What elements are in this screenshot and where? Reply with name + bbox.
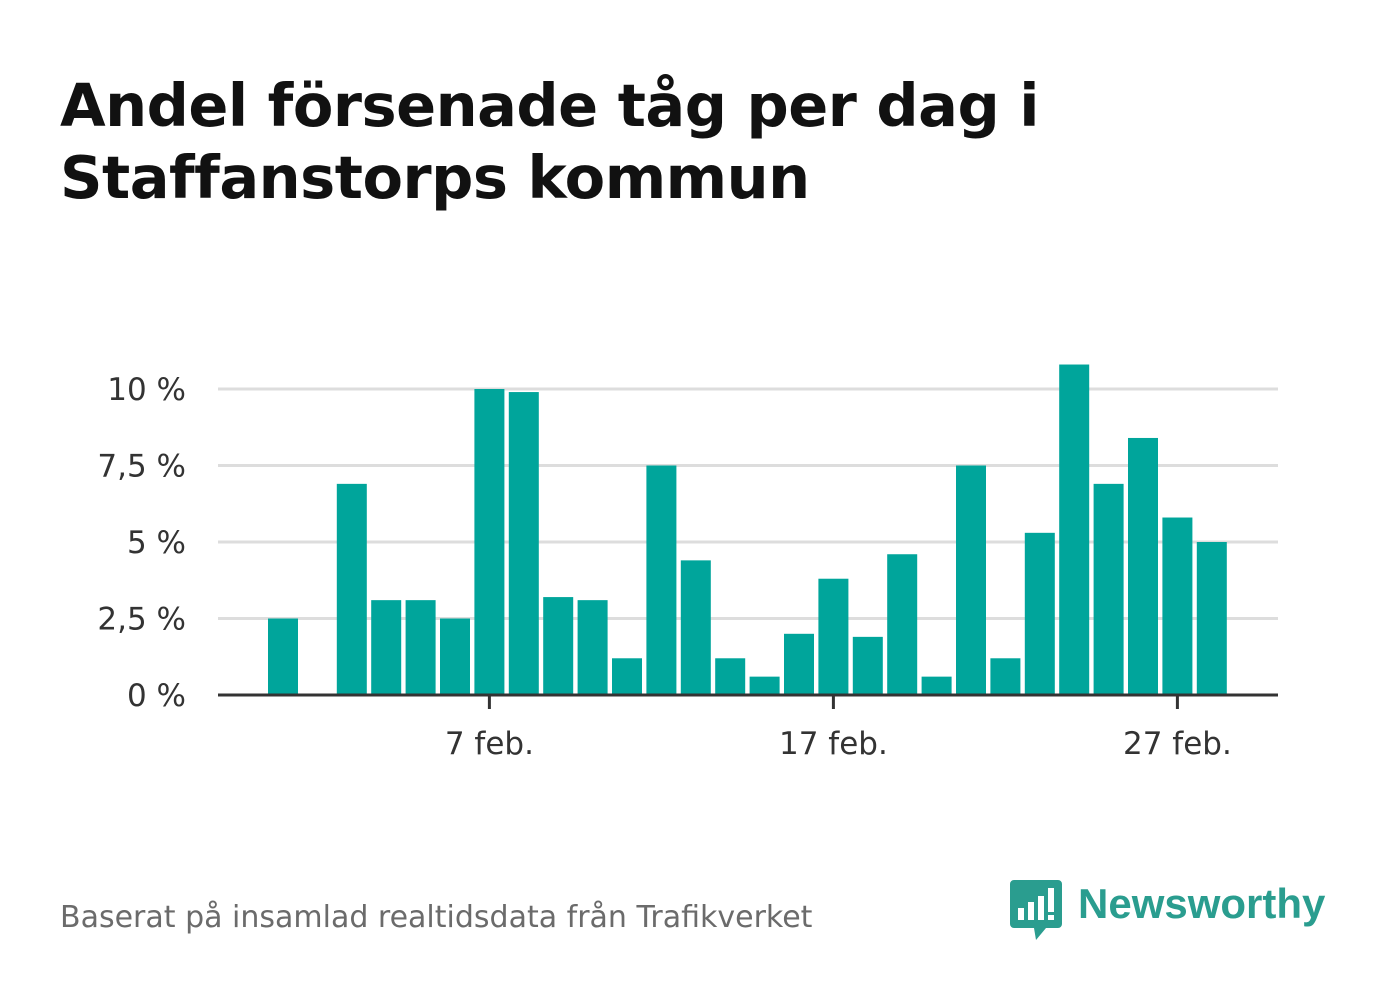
bar xyxy=(474,389,505,695)
bar xyxy=(921,676,952,695)
bar xyxy=(577,600,608,695)
bar xyxy=(612,658,642,695)
y-tick-label: 7,5 % xyxy=(97,449,186,485)
bar xyxy=(749,676,780,695)
bar xyxy=(887,554,918,695)
bar xyxy=(371,600,402,695)
chart-title: Andel försenade tåg per dag i Staffansto… xyxy=(60,70,1300,214)
title-line-1: Andel försenade tåg per dag i xyxy=(60,71,1039,140)
bar xyxy=(1128,437,1158,695)
y-tick-label: 2,5 % xyxy=(97,602,186,638)
bar xyxy=(508,392,539,695)
bar xyxy=(646,465,677,695)
bar xyxy=(543,597,574,695)
bar xyxy=(1093,483,1124,695)
bar xyxy=(680,560,711,695)
bar xyxy=(956,465,986,695)
x-axis-ticks: 7 feb. 17 feb. 27 feb. xyxy=(445,695,1232,762)
bars xyxy=(268,364,1227,695)
y-tick-label: 0 % xyxy=(127,678,186,714)
bar xyxy=(715,658,746,695)
bar xyxy=(405,600,436,695)
bar xyxy=(784,633,814,695)
x-tick-label: 17 feb. xyxy=(779,726,888,762)
bar xyxy=(268,618,298,695)
bar xyxy=(1059,364,1090,695)
title-line-2: Staffanstorps kommun xyxy=(60,143,810,212)
bar xyxy=(990,658,1021,695)
bar xyxy=(1162,517,1193,695)
y-tick-label: 10 % xyxy=(107,372,186,408)
y-tick-label: 5 % xyxy=(127,525,186,561)
bar xyxy=(852,636,883,695)
source-note: Baserat på insamlad realtidsdata från Tr… xyxy=(60,900,813,935)
brand-name: Newsworthy xyxy=(1078,880,1326,927)
x-tick-label: 7 feb. xyxy=(445,726,534,762)
bar xyxy=(336,483,367,695)
bar xyxy=(818,578,849,695)
bar xyxy=(1024,532,1055,695)
bar-chart-speech-bubble-icon xyxy=(1010,880,1062,940)
bar xyxy=(440,618,470,695)
x-tick-label: 27 feb. xyxy=(1123,726,1232,762)
y-tick-labels: 0 % 2,5 % 5 % 7,5 % 10 % xyxy=(97,372,186,714)
bar xyxy=(1196,542,1227,695)
